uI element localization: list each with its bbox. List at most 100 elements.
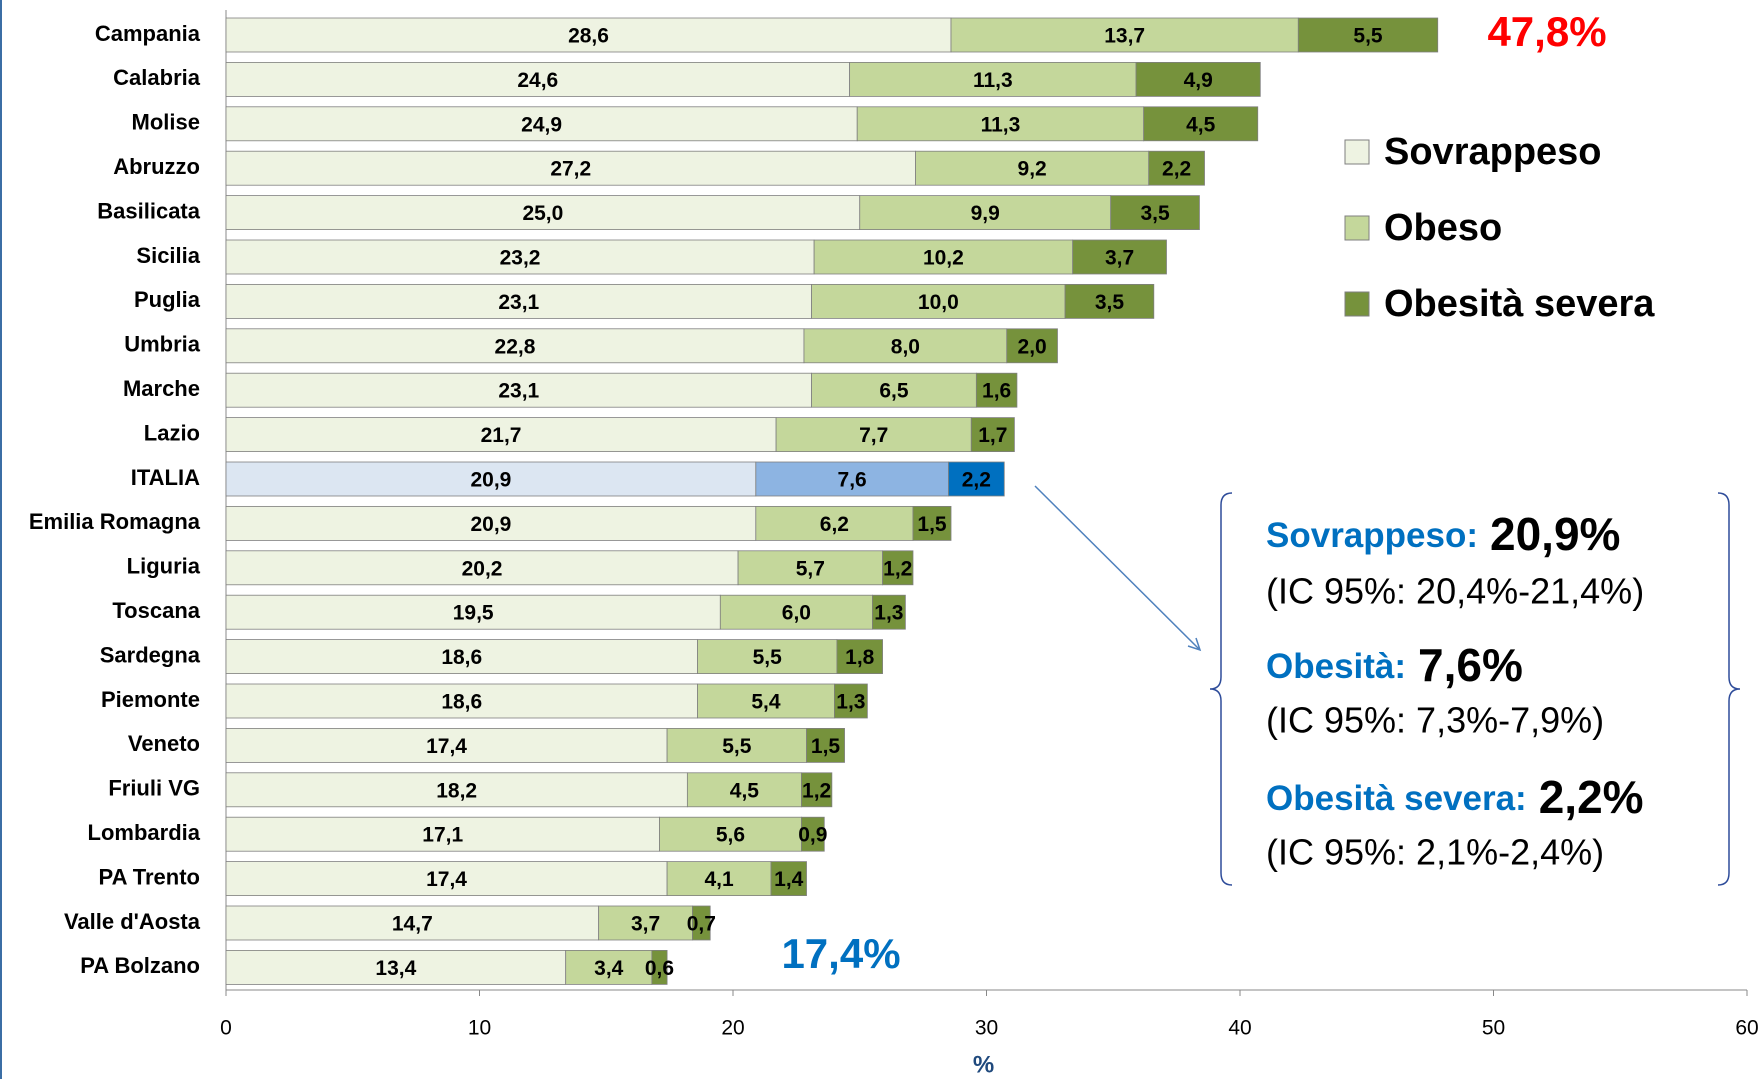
box-label: Sovrappeso: xyxy=(1266,516,1478,555)
value-label: 10,0 xyxy=(918,291,959,314)
bar-segment xyxy=(225,328,805,364)
value-label: 19,5 xyxy=(453,602,494,625)
bar-segment xyxy=(755,505,914,541)
value-label: 0,6 xyxy=(645,957,674,980)
arrow-head xyxy=(1187,637,1202,652)
value-label: 28,6 xyxy=(568,25,609,48)
bar-segment xyxy=(950,17,1299,53)
value-label: 18,2 xyxy=(436,779,477,802)
bar-segment xyxy=(565,950,653,985)
value-label: 4,5 xyxy=(1186,113,1216,136)
bar-segment xyxy=(970,417,1015,453)
bar-segment xyxy=(225,728,668,763)
value-label: 27,2 xyxy=(550,158,591,181)
y-tick-label: Lazio xyxy=(144,420,200,445)
value-label: 3,7 xyxy=(631,913,660,936)
box-line: Sovrappeso: 20,9% xyxy=(1266,508,1620,560)
bar-segment xyxy=(692,905,711,941)
y-tick-label: Umbria xyxy=(124,332,201,357)
legend-label: Sovrappeso xyxy=(1384,131,1602,173)
y-tick-label: PA Trento xyxy=(99,864,200,889)
value-label: 25,0 xyxy=(522,202,563,225)
value-label: 6,0 xyxy=(782,602,811,625)
annotation: 17,4% xyxy=(781,930,900,977)
value-label: 1,6 xyxy=(982,380,1011,403)
y-tick-label: PA Bolzano xyxy=(80,953,200,978)
bar-segment xyxy=(225,861,668,896)
bar-segment xyxy=(225,594,721,630)
bar-segment xyxy=(1297,17,1439,53)
bar-segment xyxy=(755,461,949,497)
bar-segment xyxy=(225,905,600,941)
value-label: 1,3 xyxy=(836,691,865,714)
bar-segment xyxy=(1148,150,1205,186)
bar-segment xyxy=(697,683,835,719)
x-tick-label: 40 xyxy=(1228,1017,1251,1040)
value-label: 23,2 xyxy=(500,247,541,270)
value-label: 3,4 xyxy=(594,957,624,980)
bar-segment xyxy=(225,683,698,719)
legend-label: Obeso xyxy=(1384,207,1502,249)
value-label: 4,1 xyxy=(704,868,734,891)
bar-segment xyxy=(651,950,668,985)
box-line: Obesità severa: 2,2% xyxy=(1266,771,1644,823)
value-label: 3,5 xyxy=(1095,291,1125,314)
annotation: 47,8% xyxy=(1487,8,1606,55)
y-tick-label: Lombardia xyxy=(88,820,201,845)
y-tick-label: Basilicata xyxy=(97,198,200,223)
value-label: 13,4 xyxy=(375,957,416,980)
bar-segment xyxy=(1006,328,1058,364)
value-label: 3,5 xyxy=(1140,202,1170,225)
bar-segment xyxy=(801,772,833,808)
bar-segment xyxy=(225,372,812,408)
bar-segment xyxy=(225,106,858,142)
x-tick-label: 10 xyxy=(468,1017,491,1040)
y-tick-label: Piemonte xyxy=(101,687,200,712)
value-label: 24,9 xyxy=(521,113,562,136)
bar-segment xyxy=(803,328,1008,364)
bracket-left xyxy=(1209,492,1233,886)
value-label: 1,5 xyxy=(811,735,841,758)
value-label: 8,0 xyxy=(891,335,920,358)
box-value: 7,6% xyxy=(1418,639,1523,691)
value-label: 1,2 xyxy=(802,779,831,802)
value-label: 6,5 xyxy=(879,380,909,403)
value-label: 2,2 xyxy=(1162,158,1191,181)
y-tick-label: Puglia xyxy=(134,287,201,312)
box-line: Obesità: 7,6% xyxy=(1266,639,1523,691)
bar-segment xyxy=(806,728,845,763)
value-label: 1,2 xyxy=(883,557,912,580)
box-value: 2,2% xyxy=(1539,771,1644,823)
y-tick-label: Sicilia xyxy=(136,243,200,268)
legend-swatch xyxy=(1344,215,1370,241)
value-label: 1,8 xyxy=(845,646,875,669)
bar-segment xyxy=(872,594,906,630)
bar-segment xyxy=(836,639,883,674)
box-ci: (IC 95%: 7,3%-7,9%) xyxy=(1266,700,1604,741)
bracket-right xyxy=(1717,492,1741,886)
x-tick-label: 30 xyxy=(975,1017,998,1040)
x-tick-label: 60 xyxy=(1735,1017,1758,1040)
y-tick-label: Calabria xyxy=(113,65,201,90)
x-tick-label: 0 xyxy=(220,1017,232,1040)
bar-segment xyxy=(225,639,698,674)
value-label: 24,6 xyxy=(517,69,558,92)
bar-segment xyxy=(719,594,873,630)
value-label: 18,6 xyxy=(441,646,482,669)
bar-segment xyxy=(225,950,567,985)
value-label: 1,5 xyxy=(917,513,947,536)
value-label: 9,9 xyxy=(971,202,1000,225)
bar-segment xyxy=(915,150,1150,186)
box-ci: (IC 95%: 20,4%-21,4%) xyxy=(1266,571,1644,612)
bar-segment xyxy=(1064,283,1155,319)
bar-segment xyxy=(975,372,1018,408)
bar-segment xyxy=(225,195,861,231)
value-label: 22,8 xyxy=(495,335,536,358)
bar-segment xyxy=(225,150,916,186)
bar-segment xyxy=(225,772,688,808)
value-label: 20,9 xyxy=(470,513,511,536)
value-label: 11,3 xyxy=(973,69,1013,92)
value-label: 17,4 xyxy=(426,868,467,891)
value-label: 3,7 xyxy=(1105,247,1134,270)
